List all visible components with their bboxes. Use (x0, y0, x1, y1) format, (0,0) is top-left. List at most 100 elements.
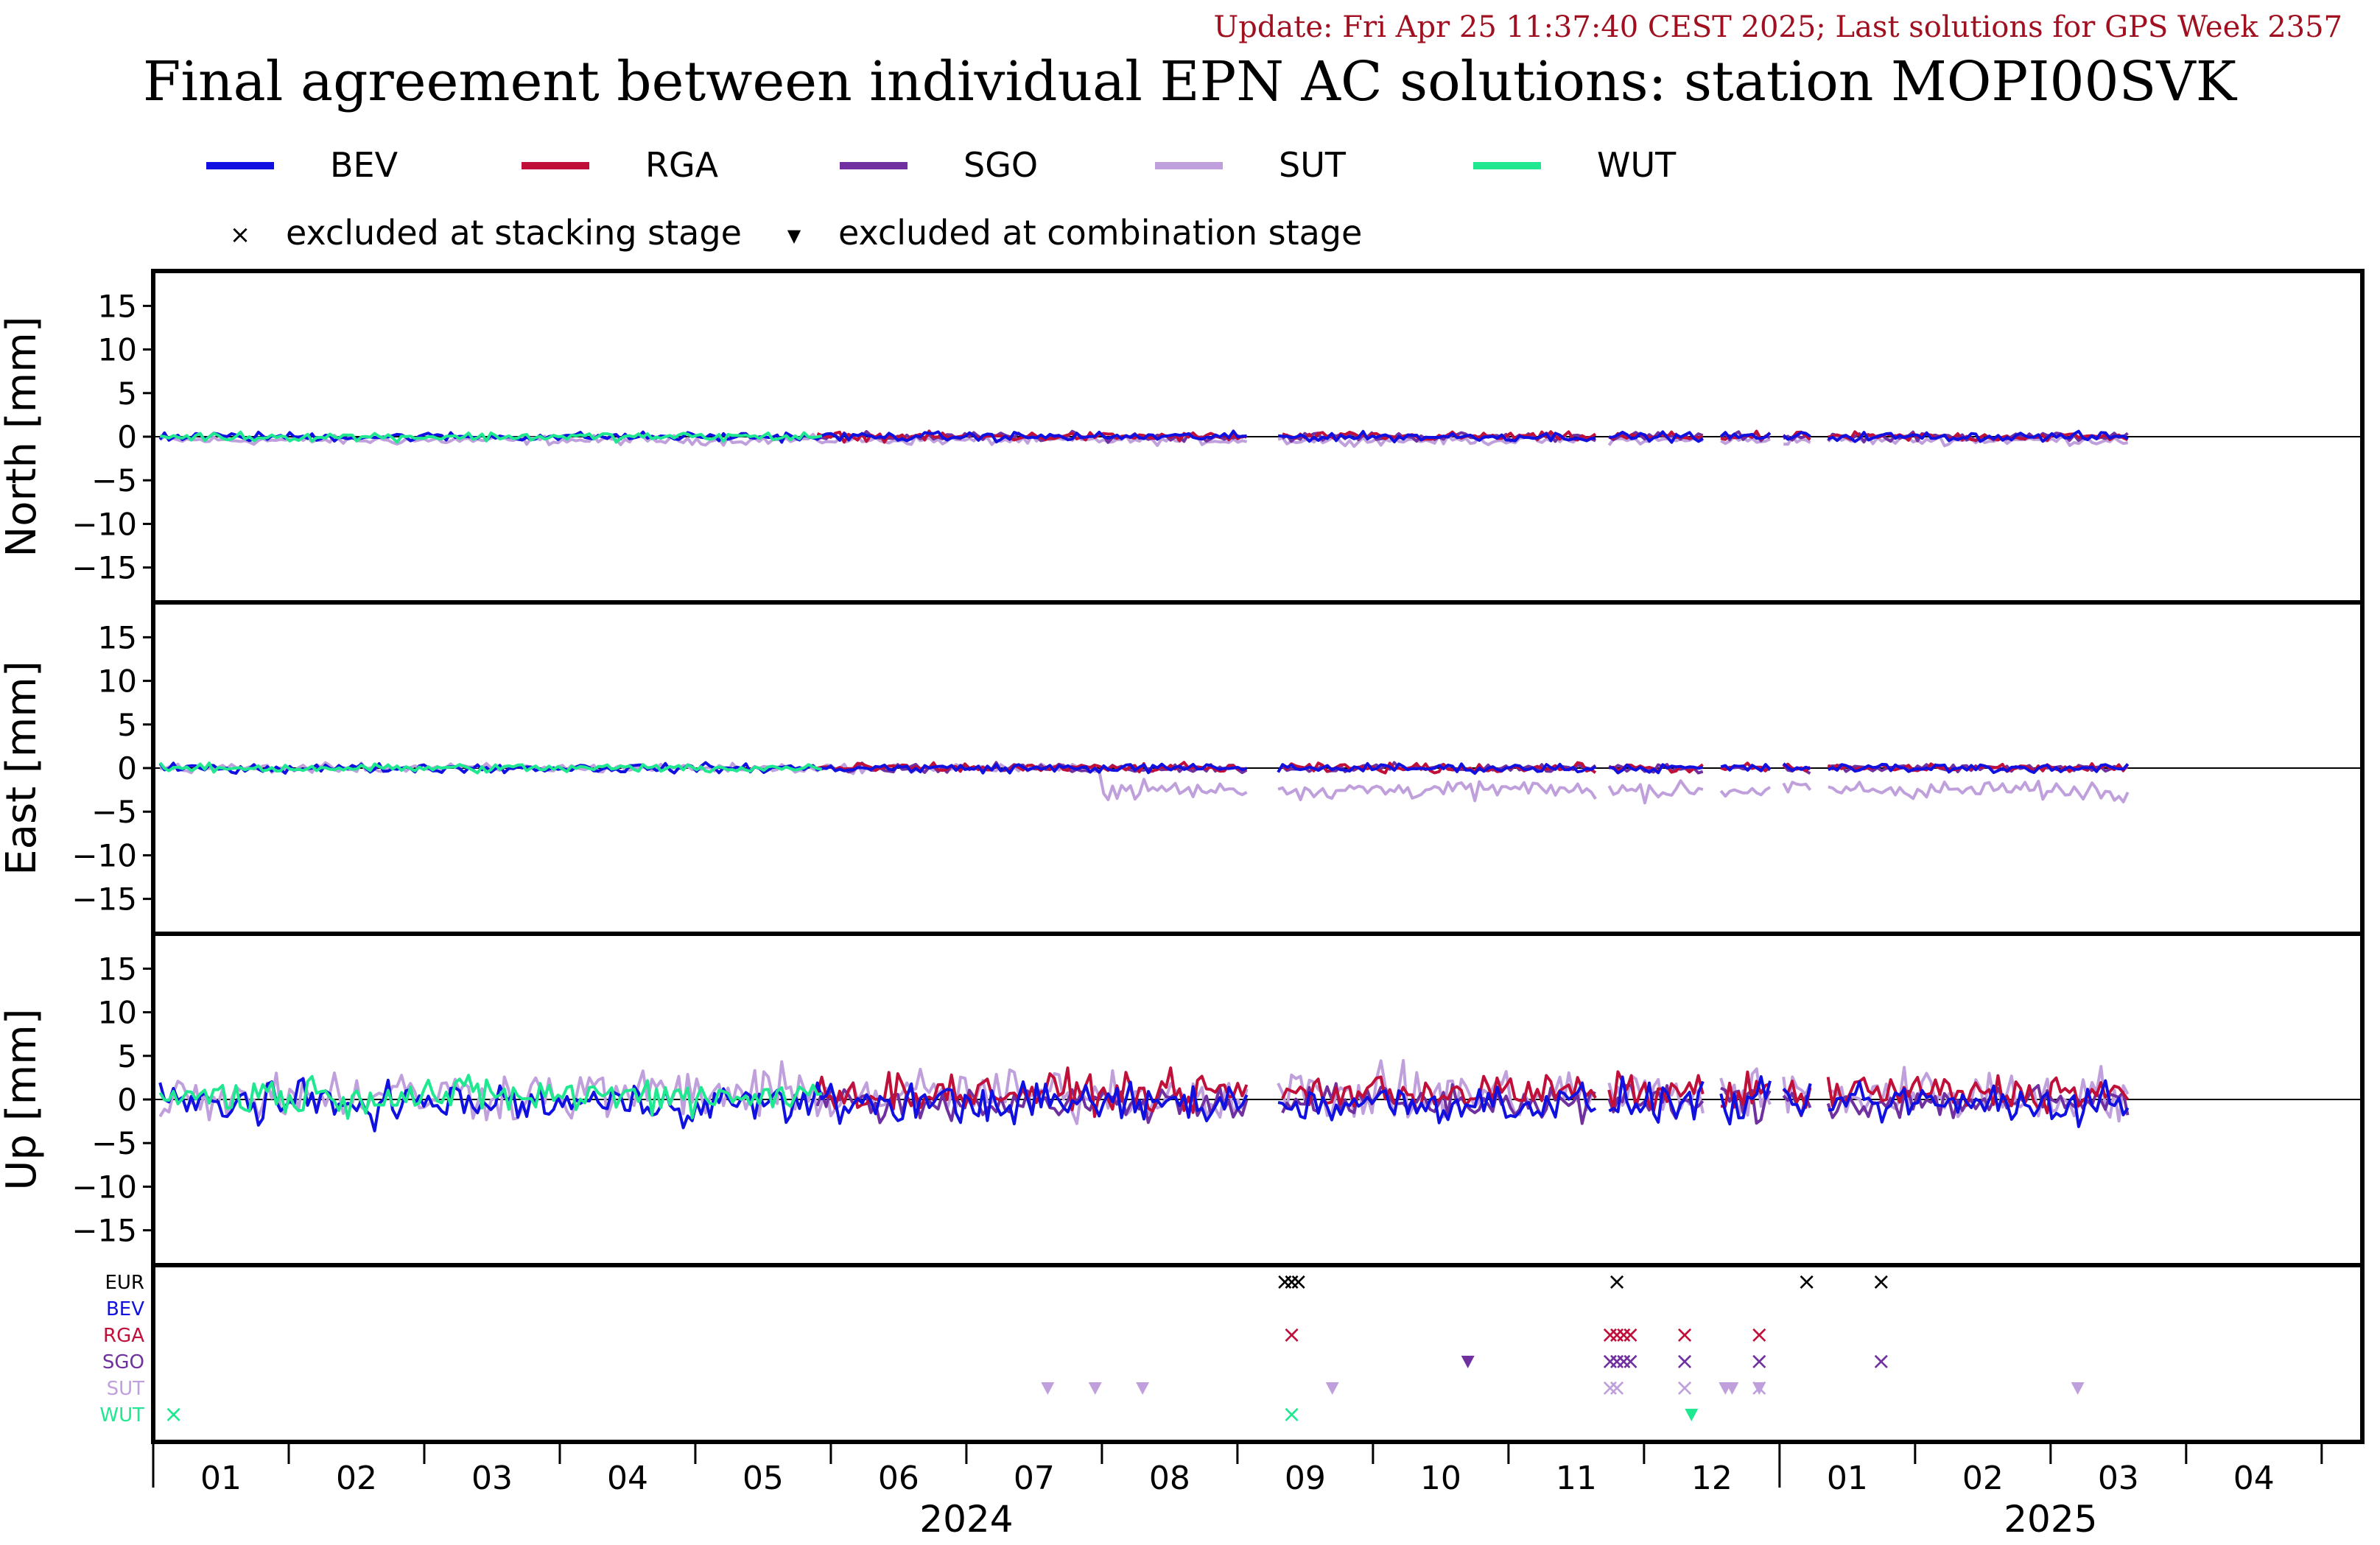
exclusion-cross-eur: × (1607, 1267, 1627, 1295)
legend-label-bev: BEV (330, 145, 399, 185)
y-tick-label-east: 10 (98, 664, 137, 700)
y-tick-label-north: 0 (117, 419, 137, 455)
y-axis-label-east: East [mm] (0, 661, 46, 875)
x-tick-label: 09 (1285, 1460, 1326, 1497)
exclusion-row-label-eur: EUR (105, 1272, 144, 1294)
x-tick-label: 10 (1420, 1460, 1461, 1497)
exclusion-cross-sgo: × (1675, 1347, 1695, 1375)
exclusion-cross-rga: × (1675, 1320, 1695, 1348)
y-tick-label-east: −15 (71, 881, 137, 918)
x-tick-label: 04 (2233, 1460, 2275, 1497)
exclusion-cross-rga: × (1749, 1320, 1769, 1348)
series-bev-east (158, 761, 2130, 775)
y-tick-label-up: 10 (98, 995, 137, 1031)
exclusion-cross-sut: × (1675, 1373, 1695, 1401)
y-tick-label-up: −10 (71, 1169, 137, 1205)
legend: BEV RGA SGO SUT WUT × excluded at stacking sta… (206, 145, 1677, 253)
legend-label-sgo: SGO (963, 145, 1038, 185)
panels: 15 10 5 0 −5 −10 −15 North [mm] 15 10 5 0 −5 −10 −15 Ea… (0, 269, 2365, 1267)
legend-stacking-label: excluded at stacking stage (286, 213, 742, 253)
exclusion-row-label-rga: RGA (103, 1325, 144, 1347)
y-tick-label-up: −5 (91, 1125, 137, 1161)
exclusion-triangle-sut (1136, 1382, 1150, 1395)
y-tick-label-east: −10 (71, 837, 137, 873)
exclusion-triangle-sut (2071, 1382, 2085, 1395)
panel-north: 15 10 5 0 −5 −10 −15 North [mm] (0, 269, 2365, 605)
exclusion-cross-eur: × (1871, 1267, 1891, 1295)
exclusion-triangle-sut (1041, 1382, 1055, 1395)
exclusion-cross-eur: × (1282, 1267, 1302, 1295)
series-wut-up (158, 1074, 823, 1120)
panel-east: 15 10 5 0 −5 −10 −15 East [mm] (0, 600, 2365, 936)
x-tick-label: 02 (336, 1460, 377, 1497)
exclusion-row-label-bev: BEV (106, 1298, 144, 1320)
x-tick-label: 01 (1827, 1460, 1868, 1497)
exclusion-cross-rga: × (1282, 1320, 1302, 1348)
exclusion-cross-sgo: × (1600, 1347, 1620, 1375)
exclusion-cross-sut: × (1749, 1373, 1769, 1401)
x-tick-label: 11 (1556, 1460, 1597, 1497)
legend-cross-icon: × (230, 220, 251, 250)
y-tick-label-north: 5 (117, 376, 137, 412)
exclusion-cross-rga: × (1614, 1320, 1634, 1348)
exclusion-row-label-sut: SUT (107, 1378, 145, 1400)
x-tick-label: 01 (200, 1460, 242, 1497)
legend-label-rga: RGA (645, 145, 719, 185)
exclusion-cross-eur: × (1797, 1267, 1816, 1295)
legend-triangle-icon: ▼ (787, 225, 801, 246)
y-tick-label-north: 10 (98, 332, 137, 368)
x-axis: 01 02 03 04 05 06 07 08 09 10 11 12 01 02 03 04 2024 2025 (152, 1442, 2323, 1541)
panel-up: 15 10 5 0 −5 −10 −15 Up [mm] (0, 932, 2365, 1267)
exclusion-cross-sut: × (1607, 1373, 1627, 1401)
series-wut-east (158, 761, 823, 775)
year-label-2024: 2024 (919, 1498, 1013, 1541)
chart-title: Final agreement between individual EPN A… (143, 50, 2238, 113)
y-tick-label-up: 15 (98, 951, 137, 987)
exclusion-triangle-sut (1088, 1382, 1102, 1395)
exclusion-cross-rga: × (1600, 1320, 1620, 1348)
y-tick-label-north: −10 (71, 506, 137, 542)
y-tick-label-east: 0 (117, 750, 137, 786)
x-tick-label: 08 (1149, 1460, 1190, 1497)
y-tick-label-north: 15 (98, 288, 137, 324)
update-text: Update: Fri Apr 25 11:37:40 CEST 2025; L… (1214, 10, 2342, 44)
series-rga-up (815, 1066, 2130, 1119)
y-tick-label-east: −5 (91, 794, 137, 830)
y-tick-label-up: −15 (71, 1213, 137, 1249)
y-tick-label-up: 5 (117, 1038, 137, 1074)
y-tick-label-north: −15 (71, 550, 137, 586)
x-tick-label: 02 (1962, 1460, 2004, 1497)
y-axis-label-up: Up [mm] (0, 1008, 46, 1190)
x-tick-label: 07 (1014, 1460, 1055, 1497)
y-tick-label-north: −5 (91, 462, 137, 499)
x-tick-label: 03 (471, 1460, 513, 1497)
exclusion-triangle-sut (1325, 1382, 1339, 1395)
exclusion-row-label-wut: WUT (99, 1404, 144, 1426)
exclusion-cross-sgo: × (1621, 1347, 1640, 1375)
exclusion-cross-sut: × (1600, 1373, 1620, 1401)
exclusion-cross-wut: × (1282, 1400, 1302, 1428)
x-tick-label: 06 (878, 1460, 919, 1497)
y-tick-label-east: 5 (117, 707, 137, 743)
exclusion-cross-wut: × (164, 1400, 183, 1428)
exclusion-triangle-sut (1752, 1382, 1766, 1395)
legend-label-wut: WUT (1597, 145, 1677, 185)
exclusion-cross-eur: × (1288, 1267, 1308, 1295)
exclusion-cross-sgo: × (1614, 1347, 1634, 1375)
y-tick-label-east: 15 (98, 619, 137, 655)
exclusion-triangle-wut (1685, 1409, 1699, 1421)
legend-combination-label: excluded at combination stage (838, 213, 1362, 253)
x-tick-label: 03 (2098, 1460, 2139, 1497)
exclusion-cross-rga: × (1621, 1320, 1640, 1348)
y-axis-label-north: North [mm] (0, 316, 46, 557)
series-wut-north (159, 430, 823, 444)
y-tick-label-up: 0 (117, 1082, 137, 1118)
exclusion-cross-sgo: × (1871, 1347, 1891, 1375)
x-tick-label: 12 (1691, 1460, 1733, 1497)
exclusion-triangle-sgo (1461, 1356, 1475, 1368)
exclusion-cross-sgo: × (1749, 1347, 1769, 1375)
exclusion-cross-rga: × (1607, 1320, 1627, 1348)
x-tick-label: 04 (607, 1460, 648, 1497)
